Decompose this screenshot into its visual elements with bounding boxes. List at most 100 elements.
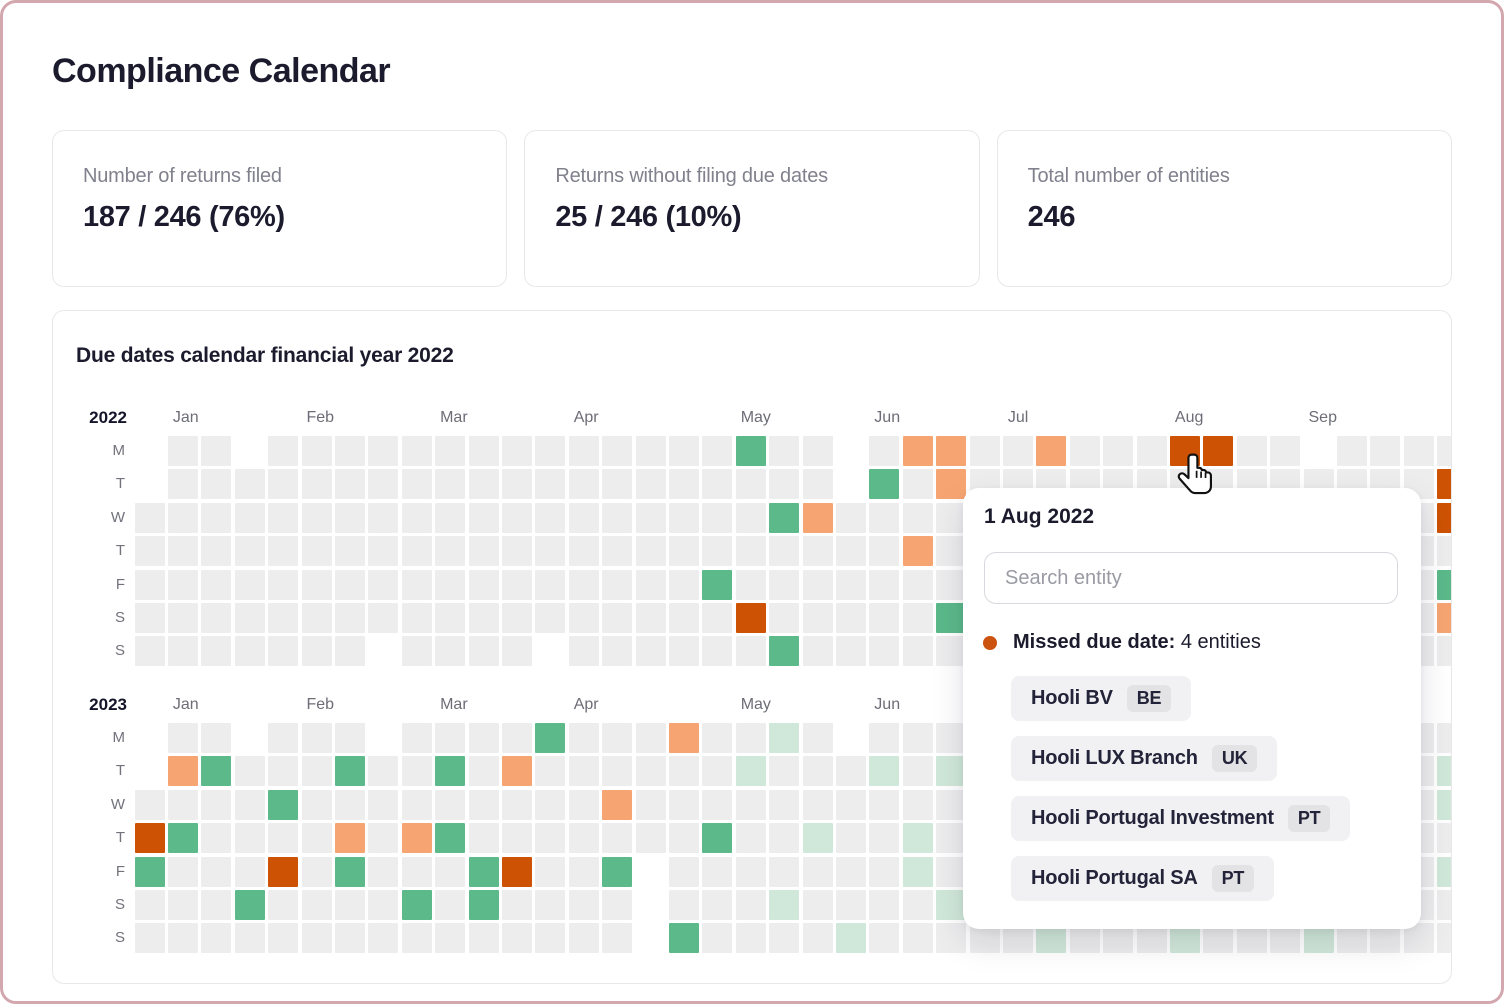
day-cell[interactable] [468, 502, 499, 533]
day-cell[interactable] [835, 756, 866, 787]
day-cell[interactable] [435, 789, 466, 820]
day-cell[interactable] [201, 603, 232, 633]
day-cell[interactable] [334, 569, 365, 600]
day-cell[interactable] [835, 890, 866, 920]
day-cell[interactable] [769, 469, 800, 500]
day-cell[interactable] [936, 756, 967, 787]
day-cell[interactable] [869, 756, 900, 787]
day-cell[interactable] [134, 923, 165, 954]
day-cell[interactable] [769, 823, 800, 854]
day-cell[interactable] [568, 636, 599, 667]
day-cell[interactable] [802, 923, 833, 954]
day-cell[interactable] [802, 603, 833, 633]
day-cell[interactable] [234, 603, 265, 633]
day-cell[interactable] [769, 923, 800, 954]
day-cell[interactable] [702, 469, 733, 500]
day-cell[interactable] [769, 603, 800, 633]
day-cell[interactable] [334, 436, 365, 466]
day-cell[interactable] [468, 469, 499, 500]
day-cell[interactable] [167, 436, 198, 466]
day-cell[interactable] [936, 923, 967, 954]
day-cell[interactable] [1437, 789, 1451, 820]
day-cell[interactable] [1336, 436, 1367, 466]
day-cell[interactable] [167, 636, 198, 667]
day-cell[interactable] [869, 436, 900, 466]
day-cell[interactable] [268, 502, 299, 533]
day-cell[interactable] [234, 569, 265, 600]
day-cell[interactable] [602, 856, 633, 887]
day-cell[interactable] [435, 636, 466, 667]
day-cell[interactable] [769, 789, 800, 820]
day-cell[interactable] [401, 436, 432, 466]
day-cell[interactable] [1437, 823, 1451, 854]
day-cell[interactable] [501, 856, 532, 887]
day-cell[interactable] [568, 502, 599, 533]
day-cell[interactable] [835, 636, 866, 667]
day-cell[interactable] [368, 469, 399, 500]
day-cell[interactable] [668, 756, 699, 787]
day-cell[interactable] [167, 723, 198, 753]
day-cell[interactable] [769, 502, 800, 533]
day-cell[interactable] [1069, 436, 1100, 466]
day-cell[interactable] [635, 823, 666, 854]
day-cell[interactable] [769, 436, 800, 466]
day-cell[interactable] [1169, 436, 1200, 466]
day-cell[interactable] [802, 636, 833, 667]
day-cell[interactable] [869, 569, 900, 600]
day-cell[interactable] [668, 890, 699, 920]
day-cell[interactable] [902, 756, 933, 787]
day-cell[interactable] [902, 603, 933, 633]
day-cell[interactable] [134, 536, 165, 567]
day-cell[interactable] [869, 469, 900, 500]
day-cell[interactable] [201, 789, 232, 820]
day-cell[interactable] [1437, 569, 1451, 600]
day-cell[interactable] [735, 436, 766, 466]
day-cell[interactable] [201, 823, 232, 854]
day-cell[interactable] [668, 469, 699, 500]
day-cell[interactable] [568, 890, 599, 920]
day-cell[interactable] [501, 823, 532, 854]
day-cell[interactable] [635, 536, 666, 567]
day-cell[interactable] [501, 756, 532, 787]
day-cell[interactable] [769, 536, 800, 567]
day-cell[interactable] [735, 569, 766, 600]
day-cell[interactable] [835, 856, 866, 887]
day-cell[interactable] [635, 756, 666, 787]
day-cell[interactable] [301, 502, 332, 533]
day-cell[interactable] [234, 890, 265, 920]
day-cell[interactable] [702, 723, 733, 753]
day-cell[interactable] [902, 469, 933, 500]
day-cell[interactable] [702, 823, 733, 854]
day-cell[interactable] [401, 856, 432, 887]
day-cell[interactable] [735, 502, 766, 533]
day-cell[interactable] [468, 723, 499, 753]
day-cell[interactable] [1437, 603, 1451, 633]
day-cell[interactable] [468, 569, 499, 600]
day-cell[interactable] [167, 923, 198, 954]
day-cell[interactable] [535, 502, 566, 533]
day-cell[interactable] [769, 636, 800, 667]
day-cell[interactable] [268, 789, 299, 820]
day-cell[interactable] [902, 723, 933, 753]
day-cell[interactable] [368, 923, 399, 954]
day-cell[interactable] [602, 890, 633, 920]
day-cell[interactable] [869, 789, 900, 820]
day-cell[interactable] [835, 923, 866, 954]
day-cell[interactable] [535, 890, 566, 920]
day-cell[interactable] [735, 723, 766, 753]
day-cell[interactable] [301, 436, 332, 466]
day-cell[interactable] [334, 823, 365, 854]
day-cell[interactable] [802, 823, 833, 854]
day-cell[interactable] [501, 536, 532, 567]
day-cell[interactable] [702, 436, 733, 466]
day-cell[interactable] [501, 923, 532, 954]
day-cell[interactable] [234, 923, 265, 954]
day-cell[interactable] [234, 469, 265, 500]
day-cell[interactable] [769, 723, 800, 753]
day-cell[interactable] [134, 789, 165, 820]
day-cell[interactable] [268, 856, 299, 887]
day-cell[interactable] [167, 823, 198, 854]
day-cell[interactable] [268, 603, 299, 633]
day-cell[interactable] [368, 536, 399, 567]
day-cell[interactable] [134, 823, 165, 854]
